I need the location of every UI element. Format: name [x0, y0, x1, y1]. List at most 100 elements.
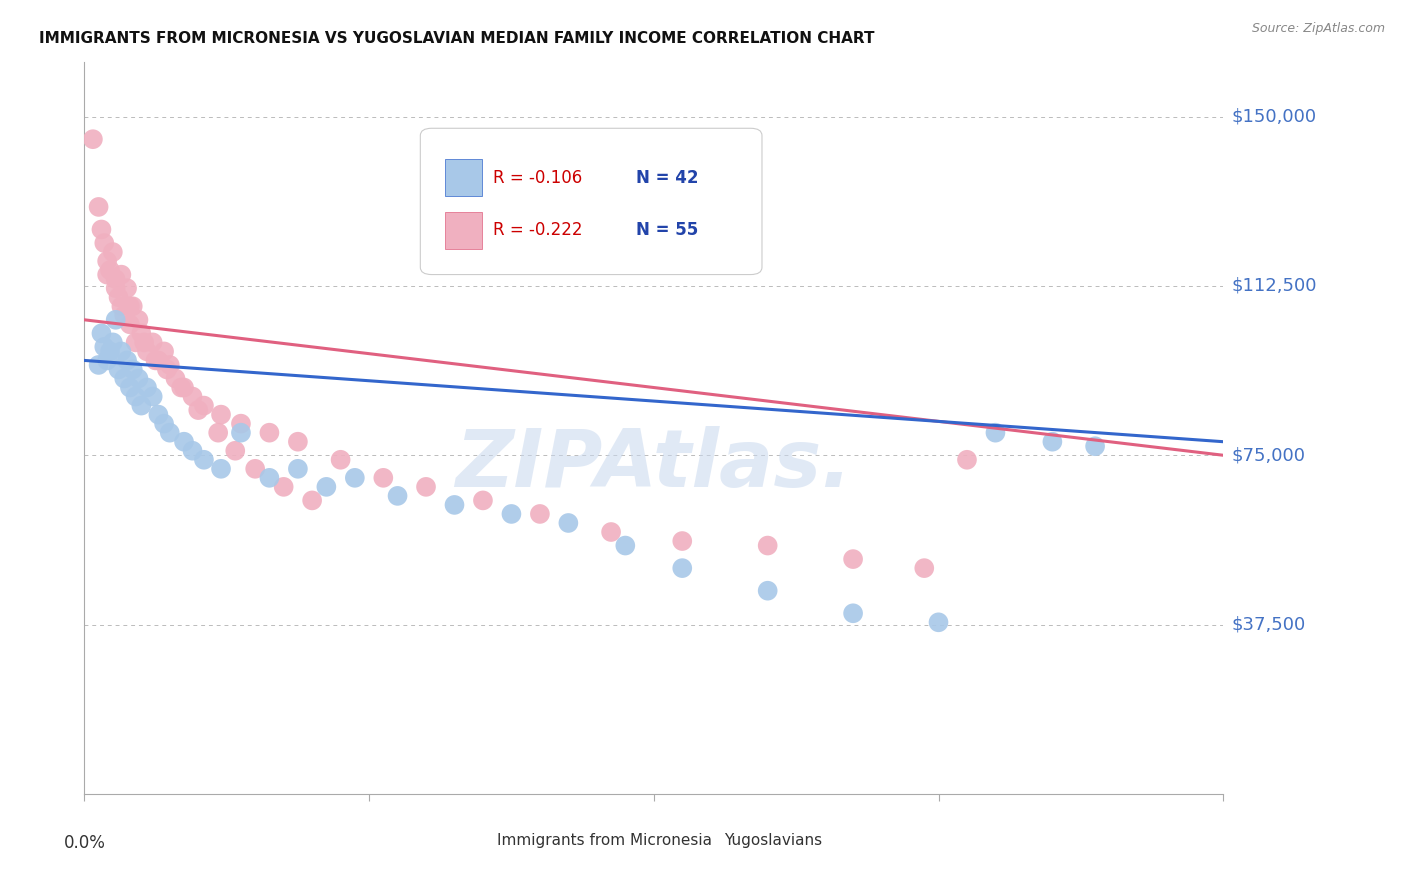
Point: [136, 380, 159, 394]
Point: [259, 425, 281, 440]
Point: [373, 471, 395, 485]
Point: [121, 299, 143, 313]
Point: [1084, 439, 1107, 453]
Point: [229, 417, 252, 431]
Point: [193, 399, 215, 413]
Point: [101, 245, 124, 260]
Text: $112,500: $112,500: [1232, 277, 1317, 295]
Point: [912, 561, 935, 575]
Point: [127, 371, 149, 385]
Point: [928, 615, 950, 630]
Point: [245, 462, 267, 476]
FancyBboxPatch shape: [465, 830, 491, 851]
FancyBboxPatch shape: [420, 128, 762, 275]
Point: [842, 607, 865, 621]
Point: [173, 380, 195, 394]
Point: [134, 335, 156, 350]
Point: [142, 390, 165, 404]
Point: [173, 434, 195, 449]
Point: [529, 507, 551, 521]
Point: [121, 362, 143, 376]
Text: R = -0.106: R = -0.106: [494, 169, 582, 186]
Point: [104, 272, 127, 286]
Point: [104, 281, 127, 295]
Point: [101, 335, 124, 350]
Point: [415, 480, 437, 494]
Point: [329, 452, 352, 467]
Point: [145, 353, 167, 368]
Point: [90, 326, 112, 341]
Point: [124, 335, 146, 350]
Point: [181, 443, 204, 458]
Point: [224, 443, 246, 458]
Point: [600, 524, 623, 539]
Point: [756, 583, 779, 598]
Point: [343, 471, 366, 485]
Point: [131, 326, 153, 341]
Point: [756, 539, 779, 553]
Point: [115, 281, 138, 295]
Point: [153, 344, 176, 359]
Point: [956, 452, 979, 467]
Point: [110, 268, 132, 282]
Point: [96, 268, 118, 282]
FancyBboxPatch shape: [693, 830, 718, 851]
Point: [170, 380, 193, 394]
Point: [156, 362, 179, 376]
Text: N = 55: N = 55: [636, 221, 697, 239]
Point: [107, 362, 129, 376]
Point: [187, 403, 209, 417]
Point: [131, 399, 153, 413]
Text: $37,500: $37,500: [1232, 615, 1306, 633]
Point: [87, 358, 110, 372]
Text: Yugoslavians: Yugoslavians: [724, 833, 823, 848]
Text: 0.0%: 0.0%: [63, 834, 105, 852]
Point: [82, 132, 104, 146]
Text: $75,000: $75,000: [1232, 446, 1306, 464]
Point: [110, 299, 132, 313]
Point: [193, 452, 215, 467]
Point: [165, 371, 187, 385]
Point: [671, 561, 693, 575]
Point: [127, 313, 149, 327]
Point: [259, 471, 281, 485]
Point: [387, 489, 409, 503]
Point: [209, 408, 232, 422]
Point: [159, 425, 181, 440]
Point: [115, 353, 138, 368]
Point: [148, 353, 170, 368]
Point: [315, 480, 337, 494]
Point: [118, 299, 141, 313]
Text: ZIPAtlas.: ZIPAtlas.: [456, 425, 852, 504]
Text: N = 42: N = 42: [636, 169, 697, 186]
Point: [273, 480, 295, 494]
Point: [181, 390, 204, 404]
Point: [209, 462, 232, 476]
Point: [614, 539, 637, 553]
Point: [98, 344, 121, 359]
Point: [153, 417, 176, 431]
Point: [1042, 434, 1064, 449]
Text: R = -0.222: R = -0.222: [494, 221, 582, 239]
Point: [159, 358, 181, 372]
Point: [96, 254, 118, 268]
Text: IMMIGRANTS FROM MICRONESIA VS YUGOSLAVIAN MEDIAN FAMILY INCOME CORRELATION CHART: IMMIGRANTS FROM MICRONESIA VS YUGOSLAVIA…: [39, 31, 875, 46]
Point: [107, 290, 129, 304]
Point: [118, 380, 141, 394]
Point: [142, 335, 165, 350]
Point: [301, 493, 323, 508]
Point: [287, 434, 309, 449]
Point: [842, 552, 865, 566]
Point: [98, 263, 121, 277]
Point: [671, 534, 693, 549]
FancyBboxPatch shape: [446, 160, 482, 196]
Point: [501, 507, 523, 521]
Point: [87, 200, 110, 214]
Point: [443, 498, 465, 512]
Text: Immigrants from Micronesia: Immigrants from Micronesia: [496, 833, 711, 848]
Point: [93, 340, 115, 354]
Point: [112, 371, 135, 385]
Point: [207, 425, 229, 440]
Point: [984, 425, 1007, 440]
Point: [90, 222, 112, 236]
